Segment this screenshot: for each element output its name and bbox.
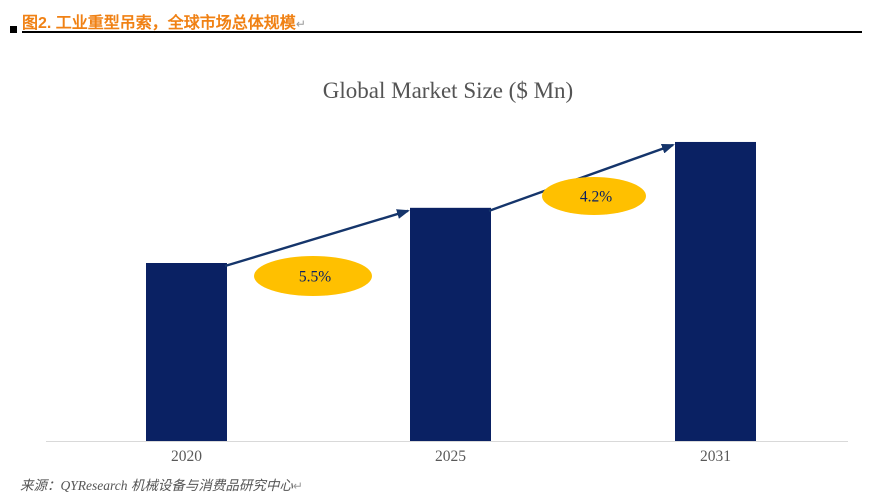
x-tick-label-2031: 2031 <box>700 448 731 465</box>
paragraph-mark-icon: ↵ <box>295 17 306 31</box>
bar-2020 <box>146 263 227 441</box>
growth-rate-label: 4.2% <box>580 189 612 206</box>
source-text: 来源：QYResearch 机械设备与消费品研究中心 <box>20 478 293 493</box>
paragraph-mark-icon: ↵ <box>292 479 303 493</box>
growth-arrow <box>224 209 410 268</box>
bar-2031 <box>675 141 756 441</box>
figure-title: 工业重型吊索，全球市场总体规模 <box>51 15 296 32</box>
x-tick-label-2025: 2025 <box>435 448 466 465</box>
header-underline <box>22 31 862 33</box>
figure-header: 图2. 工业重型吊索，全球市场总体规模↵ <box>22 9 306 33</box>
x-tick-label-2020: 2020 <box>171 448 202 465</box>
growth-rate-label: 5.5% <box>299 269 331 286</box>
figure-number: 图2. <box>22 15 52 32</box>
chart-title: Global Market Size ($ Mn) <box>322 78 574 103</box>
list-bullet-square-icon <box>10 26 17 33</box>
bar-2025 <box>410 207 491 441</box>
source-note: 来源：QYResearch 机械设备与消费品研究中心↵ <box>20 474 303 494</box>
growth-rate-ellipse <box>254 256 372 296</box>
growth-rate-ellipse <box>542 177 646 215</box>
